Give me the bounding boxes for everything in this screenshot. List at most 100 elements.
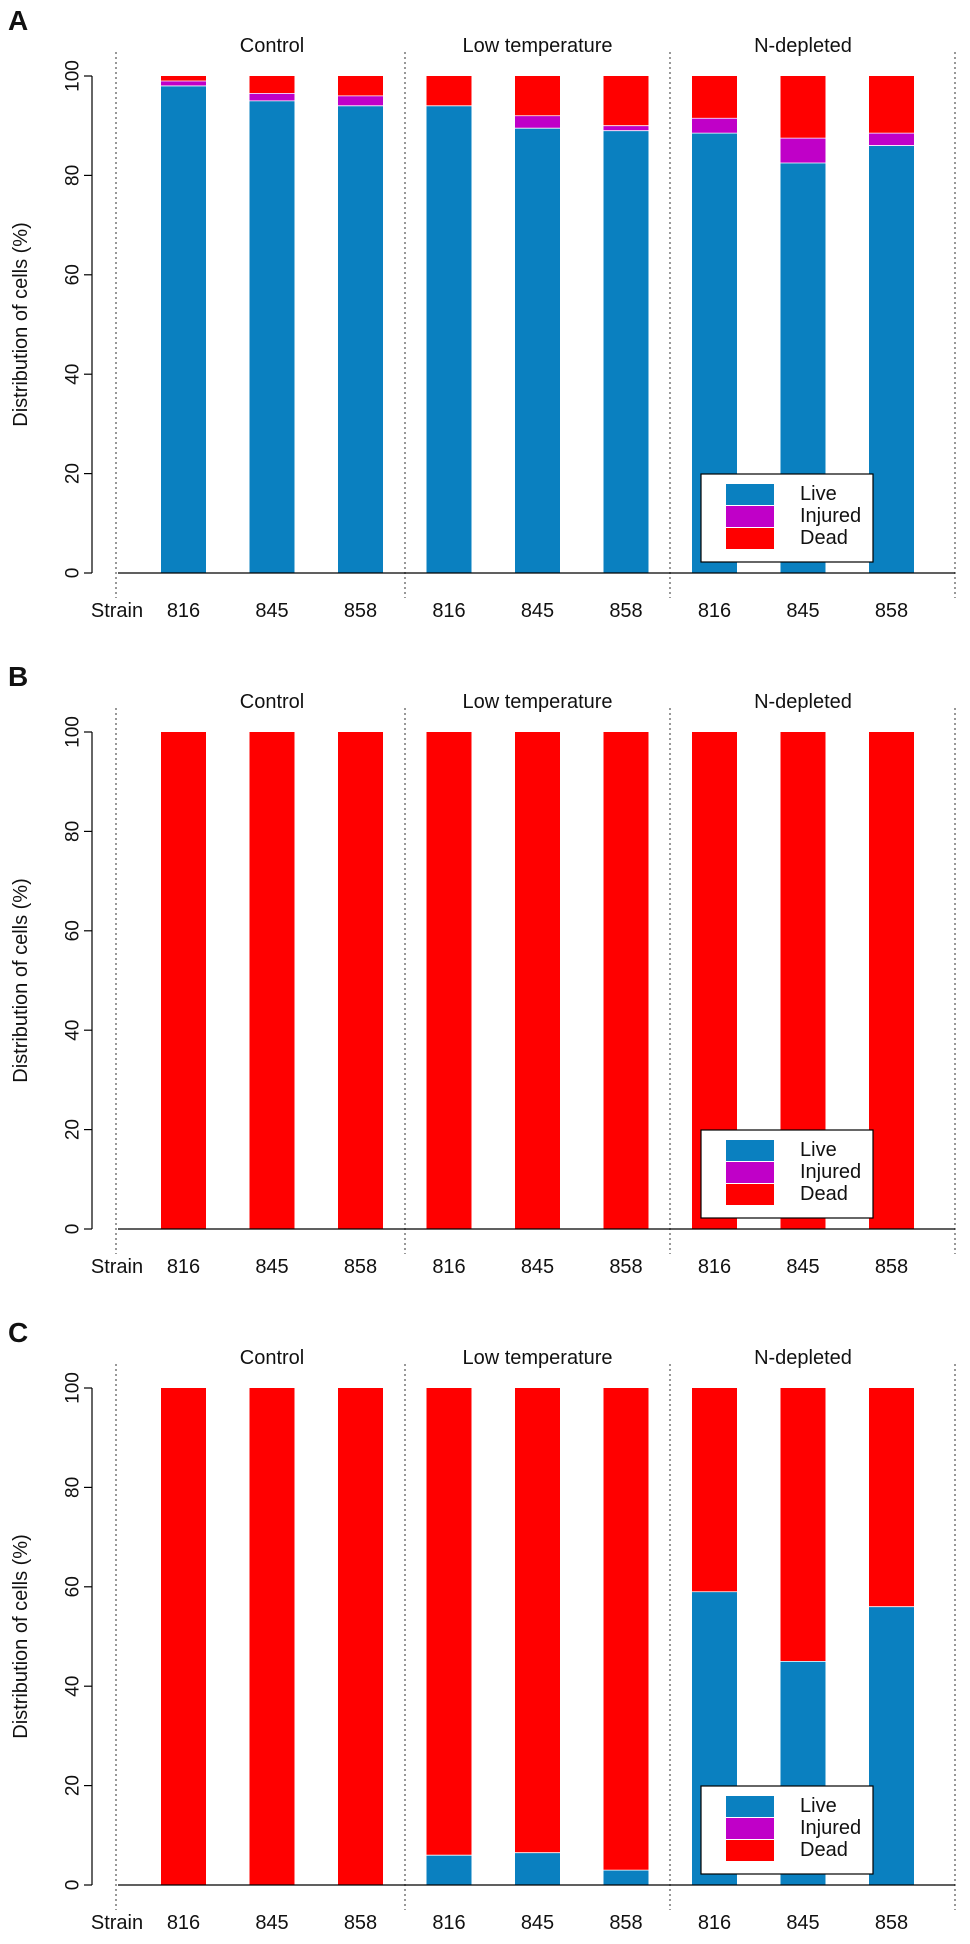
bar-dead xyxy=(515,732,560,1229)
y-tick-label: 0 xyxy=(63,1880,84,1891)
legend-label: Dead xyxy=(800,1183,848,1205)
y-tick-label: 100 xyxy=(63,60,84,92)
group-label: Control xyxy=(240,1347,304,1369)
panel-label: C xyxy=(8,1317,28,1348)
y-tick-label: 60 xyxy=(63,264,84,285)
y-tick-label: 20 xyxy=(63,463,84,484)
bar-live xyxy=(603,1870,649,1885)
y-tick-label: 80 xyxy=(63,821,84,842)
x-tick-label: 845 xyxy=(255,600,288,622)
x-tick-label: 858 xyxy=(609,1256,642,1278)
y-axis-label: Distribution of cells (%) xyxy=(10,222,32,427)
bar-dead xyxy=(426,732,472,1229)
bar-live xyxy=(426,1855,472,1885)
x-tick-label: 845 xyxy=(521,600,554,622)
bar-dead xyxy=(426,76,472,106)
group-label: Control xyxy=(240,35,304,57)
x-tick-label: 816 xyxy=(698,1912,731,1934)
bar-dead xyxy=(249,1388,295,1885)
bar-dead xyxy=(338,1388,383,1885)
group-label: N-depleted xyxy=(754,1347,852,1369)
x-tick-label: 816 xyxy=(432,600,465,622)
group-label: Low temperature xyxy=(462,1347,612,1369)
legend-swatch-injured xyxy=(726,506,774,527)
bar-injured xyxy=(869,133,914,146)
x-tick-label: 816 xyxy=(167,1912,200,1934)
x-tick-label: 858 xyxy=(344,1256,377,1278)
bar-dead xyxy=(515,76,560,116)
legend-label: Injured xyxy=(800,1161,861,1183)
bar-injured xyxy=(780,138,826,163)
x-tick-label: 816 xyxy=(432,1912,465,1934)
y-tick-label: 60 xyxy=(63,1576,84,1597)
group-label: Low temperature xyxy=(462,691,612,713)
legend-swatch-dead xyxy=(726,1184,774,1205)
legend-swatch-live xyxy=(726,484,774,505)
bar-injured xyxy=(161,80,206,86)
bar-dead xyxy=(869,76,914,134)
bar-live xyxy=(161,85,206,573)
bar-live xyxy=(338,105,383,573)
x-tick-label: 816 xyxy=(698,600,731,622)
y-tick-label: 40 xyxy=(63,1020,84,1041)
bar-dead xyxy=(338,732,383,1229)
x-tick-label: 858 xyxy=(875,1256,908,1278)
y-tick-label: 0 xyxy=(63,568,84,579)
y-axis-label: Distribution of cells (%) xyxy=(10,878,32,1083)
legend-label: Injured xyxy=(800,1817,861,1839)
x-tick-label: 816 xyxy=(432,1256,465,1278)
legend-swatch-live xyxy=(726,1796,774,1817)
x-tick-label: 816 xyxy=(167,1256,200,1278)
x-tick-label: 845 xyxy=(521,1256,554,1278)
legend-swatch-dead xyxy=(726,1840,774,1861)
legend-swatch-dead xyxy=(726,528,774,549)
y-tick-label: 20 xyxy=(63,1775,84,1796)
x-tick-label: 816 xyxy=(698,1256,731,1278)
x-tick-label: 858 xyxy=(344,600,377,622)
bar-dead xyxy=(426,1388,472,1856)
x-tick-label: 858 xyxy=(609,1912,642,1934)
panel-b: B 0 20 40 60 80 100 Distribution of cells (%) Co… xyxy=(8,661,956,1278)
group-label: N-depleted xyxy=(754,35,852,57)
bar-injured xyxy=(603,125,649,131)
bar-injured xyxy=(338,95,383,106)
bar-live xyxy=(869,145,914,573)
y-tick-label: 0 xyxy=(63,1224,84,1235)
x-tick-label: 816 xyxy=(167,600,200,622)
bar-dead xyxy=(603,76,649,126)
panel-a: A 0 20 40 60 80 100 Distribution of cells (%) Co… xyxy=(8,5,956,622)
bar-dead xyxy=(603,732,649,1229)
legend-swatch-injured xyxy=(726,1818,774,1839)
y-tick-label: 60 xyxy=(63,920,84,941)
bar-dead xyxy=(515,1388,560,1853)
x-tick-label: 845 xyxy=(786,1256,819,1278)
legend-label: Dead xyxy=(800,527,848,549)
bar-dead xyxy=(249,76,295,94)
x-tick-label: 845 xyxy=(786,600,819,622)
x-tick-label: 858 xyxy=(344,1912,377,1934)
bar-live xyxy=(249,100,295,573)
bar-dead xyxy=(780,76,826,139)
x-axis-label: Strain xyxy=(91,1256,143,1278)
bar-dead xyxy=(780,1388,826,1662)
y-tick-label: 40 xyxy=(63,1676,84,1697)
panel-label: B xyxy=(8,661,28,692)
x-tick-label: 845 xyxy=(255,1256,288,1278)
bar-live xyxy=(426,105,472,573)
x-tick-label: 858 xyxy=(875,600,908,622)
group-label: Low temperature xyxy=(462,35,612,57)
y-tick-label: 100 xyxy=(63,716,84,748)
bar-live xyxy=(869,1606,914,1885)
x-tick-label: 845 xyxy=(521,1912,554,1934)
group-label: N-depleted xyxy=(754,691,852,713)
y-tick-label: 80 xyxy=(63,165,84,186)
bar-injured xyxy=(692,118,737,134)
bar-live xyxy=(515,1852,560,1885)
y-tick-label: 80 xyxy=(63,1477,84,1498)
y-tick-label: 100 xyxy=(63,1372,84,1404)
legend-swatch-injured xyxy=(726,1162,774,1183)
bar-injured xyxy=(249,93,295,101)
